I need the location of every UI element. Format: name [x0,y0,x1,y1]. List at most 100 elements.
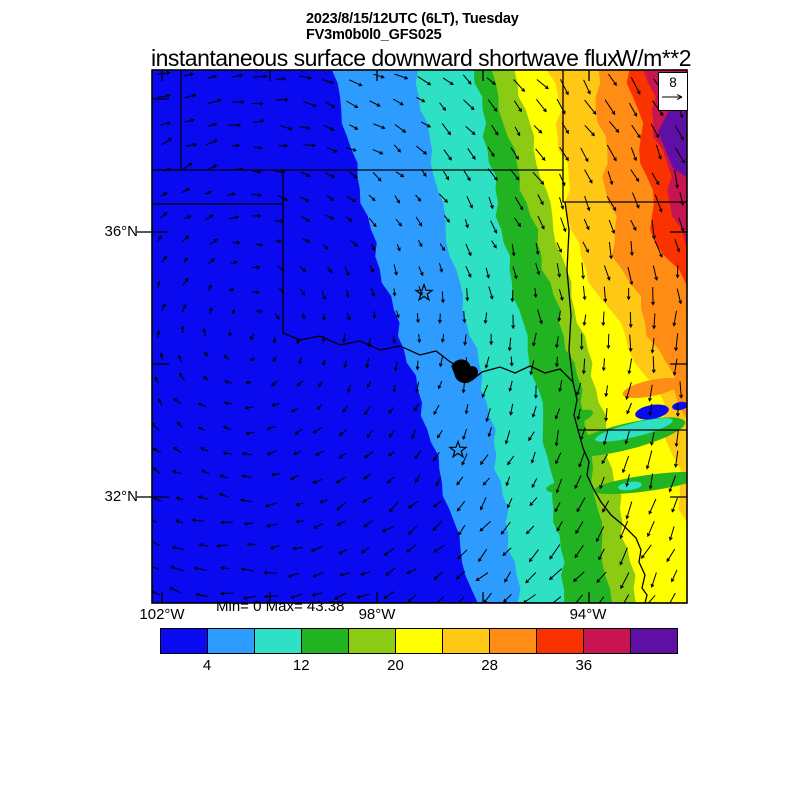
wind-arrow [160,212,168,219]
wind-arrow [626,402,632,415]
wind-arrow [679,381,684,399]
wind-arrow [173,446,182,454]
wind-arrow [627,266,634,286]
wind-arrow [292,546,303,551]
wind-arrow [302,238,311,243]
wind-arrow [509,403,514,416]
wind-arrow [465,126,476,136]
wind-arrow [369,265,375,273]
wind-arrow [556,263,562,278]
wind-arrow [363,473,372,480]
wind-arrow [202,327,207,337]
wind-arrow [385,567,396,576]
wind-arrow [156,280,161,288]
wind-arrow [266,426,276,431]
wind-arrow [246,542,257,547]
wind-arrow [183,162,193,170]
map-plot [132,60,700,615]
wind-arrow [584,99,597,115]
wind-arrow [152,565,159,570]
wind-arrow [193,566,207,571]
wind-arrow [219,474,228,479]
wind-arrow [596,571,607,583]
wind-arrow [418,285,423,296]
wind-arrow [574,475,582,490]
wind-arrow [624,430,630,445]
wind-arrow [342,405,349,413]
wind-arrow [509,356,514,367]
wind-arrow [528,549,539,563]
wind-arrow [456,570,466,580]
wind-arrow [438,356,444,368]
wind-arrow [278,143,289,148]
wind-arrow [198,543,208,547]
wind-arrow [533,385,538,399]
wind-arrow [345,289,350,298]
wind-arrow [513,79,526,93]
wind-arrow [603,286,608,303]
wind-arrow [416,145,428,155]
wind-arrow [175,519,184,524]
wind-arrow [598,596,605,603]
wind-arrow [439,102,447,112]
wind-arrow [502,594,512,603]
wind-arrow [300,171,311,178]
wind-arrow [207,284,212,292]
wind-arrow [629,240,634,257]
colorbar-tick-label: 36 [575,657,593,674]
wind-arrow [433,451,440,462]
wind-arrow [528,431,535,442]
wind-arrow [507,337,512,352]
wind-arrow [576,497,586,513]
wind-arrow [345,147,357,152]
colorbar-cell [443,629,490,653]
wind-arrow [321,291,326,301]
wind-arrow [159,352,164,361]
wind-arrow [183,72,195,77]
wind-arrow [411,429,416,440]
wind-arrow [216,543,228,548]
wind-arrow [337,549,348,555]
wind-arrow [475,572,489,582]
wind-arrow [263,594,279,599]
wind-arrow [230,260,239,265]
wind-arrow [505,476,511,487]
wind-arrow [604,408,609,422]
wind-arrow [438,193,449,203]
wind-arrow [392,385,397,394]
wind-arrow [270,403,280,407]
wind-arrow [381,526,394,533]
wind-arrow [364,405,371,416]
wind-arrow [465,243,472,257]
wind-arrow [205,139,218,146]
wind-arrow [630,147,637,162]
lat-tick-label: 32°N [104,488,138,505]
wind-arrow [295,502,304,507]
variable-title: instantaneous surface downward shortwave… [151,45,619,71]
wind-arrow [574,544,584,559]
city-star [414,282,434,302]
wind-arrow [620,572,630,590]
wind-arrow [529,360,535,376]
wind-arrow [583,218,590,231]
wind-arrow [393,144,402,153]
wind-arrow [671,569,678,583]
wind-arrow [463,169,471,182]
wind-arrow [275,97,289,102]
colorbar [160,628,678,654]
wind-arrow [157,235,163,242]
wind-arrow [220,566,230,570]
wind-arrow [208,258,216,264]
wind-arrow [279,125,293,131]
wind-arrow [651,172,660,186]
wind-arrow [360,571,370,576]
wind-arrow [388,429,395,438]
wind-arrow [303,101,317,107]
wind-arrow [170,565,185,572]
wind-arrow [432,500,443,508]
wind-arrow [393,264,398,276]
reference-arrow-icon [662,94,683,100]
wind-arrow [222,451,233,456]
wind-arrow [290,408,299,413]
wind-arrow [626,287,631,301]
